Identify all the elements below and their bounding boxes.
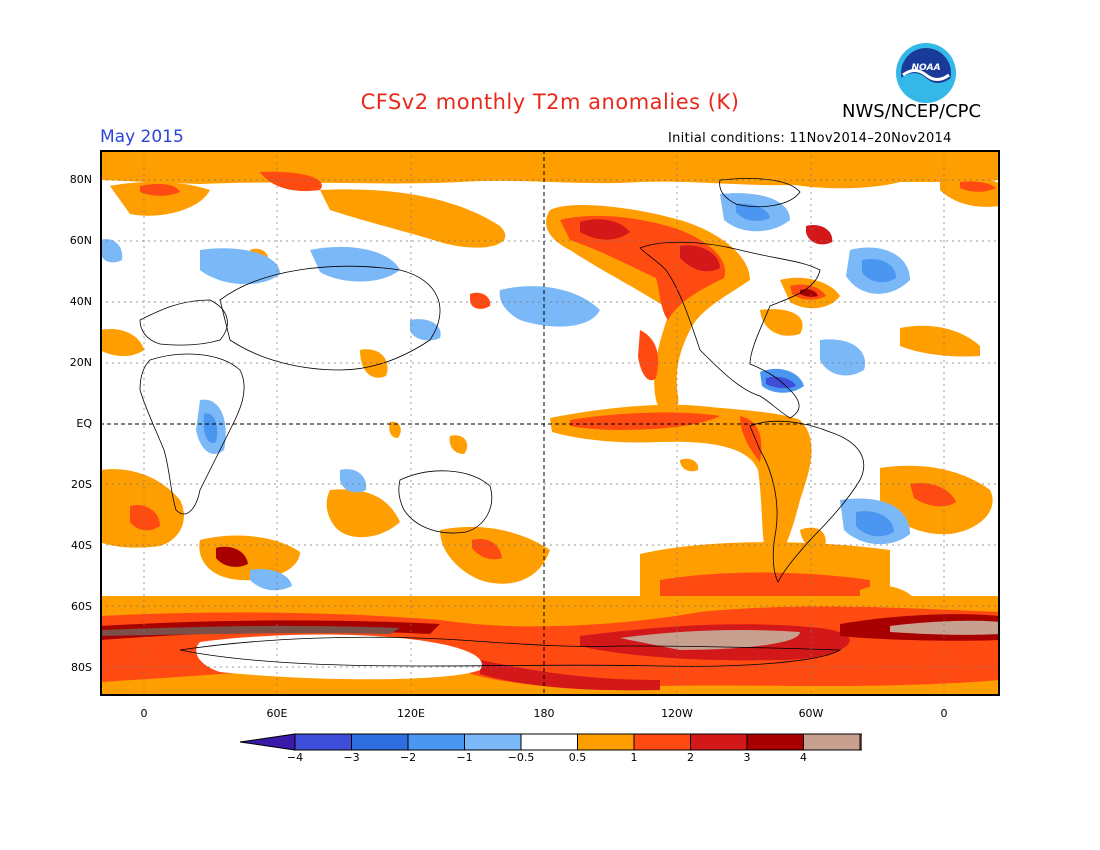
colorbar-label: −4 xyxy=(286,751,304,764)
colorbar-label: 2 xyxy=(687,751,694,764)
cold-anomaly-patches xyxy=(100,193,910,591)
map-frame xyxy=(100,150,1000,696)
africa-coast xyxy=(139,353,245,515)
arctic-anomaly xyxy=(100,150,1000,248)
southern-ocean-anomaly xyxy=(100,542,1000,696)
lon-tick: 120E xyxy=(397,707,425,720)
anomaly-map xyxy=(100,150,1000,696)
logo-text: NOAA xyxy=(911,63,940,73)
colorbar-label: 4 xyxy=(800,751,807,764)
noaa-logo: NOAA xyxy=(896,43,956,103)
colorbar-min-arrow xyxy=(239,733,296,751)
enso-warm-anomaly xyxy=(550,404,812,570)
colorbar-max-arrow xyxy=(859,733,862,751)
colorbar-box xyxy=(407,733,465,751)
other-warm-patches xyxy=(250,248,699,472)
lat-tick: 80S xyxy=(71,661,92,674)
coastlines xyxy=(139,178,865,667)
lat-tick: 60N xyxy=(69,234,92,247)
colorbar-label: −1 xyxy=(456,751,473,764)
antarctica-coast xyxy=(179,636,842,667)
asia-coast xyxy=(219,265,441,371)
lon-tick: 60E xyxy=(266,707,288,720)
lon-tick: 120W xyxy=(661,707,693,720)
lat-tick: 80N xyxy=(69,173,92,186)
colorbar-box xyxy=(577,733,635,751)
colorbar-box xyxy=(746,733,804,751)
valid-month: May 2015 xyxy=(100,127,184,147)
antarctica-interior xyxy=(196,634,482,680)
lat-tick: 40S xyxy=(71,539,92,552)
colorbar-label: 1 xyxy=(630,751,638,764)
colorbar-label: 3 xyxy=(743,751,751,764)
europe-coast xyxy=(139,299,228,346)
initial-conditions: Initial conditions: 11Nov2014–20Nov2014 xyxy=(668,131,952,146)
agency-label: NWS/NCEP/CPC xyxy=(842,101,982,122)
north-america-coast xyxy=(639,241,821,419)
lon-tick: 60W xyxy=(798,707,824,720)
australia-coast xyxy=(398,470,493,534)
southern-warm-patches xyxy=(100,465,993,596)
lon-tick: 180 xyxy=(533,707,555,720)
lat-tick: 20N xyxy=(69,356,92,369)
south-america-coast xyxy=(749,420,865,583)
colorbar-label: −0.5 xyxy=(507,751,535,764)
map-gridlines xyxy=(100,150,1000,696)
lat-tick: EQ xyxy=(76,417,92,430)
colorbar-box xyxy=(633,733,691,751)
lat-tick: 60S xyxy=(71,600,92,613)
colorbar-box xyxy=(803,733,861,751)
north-atlantic-warm-anomaly xyxy=(100,224,980,357)
colorbar-label: 0.5 xyxy=(568,751,587,764)
colorbar-box xyxy=(294,733,352,751)
lat-tick: 40N xyxy=(69,295,92,308)
colorbar-label: −3 xyxy=(343,751,360,764)
lon-tick: 0 xyxy=(140,707,148,720)
colorbar-box xyxy=(690,733,748,751)
map-title: CFSv2 monthly T2m anomalies (K) xyxy=(360,90,740,114)
colorbar-box xyxy=(520,733,578,751)
lon-tick: 0 xyxy=(940,707,948,720)
greenland-coast xyxy=(719,178,801,208)
colorbar xyxy=(239,733,862,751)
colorbar-box xyxy=(464,733,522,751)
colorbar-box xyxy=(351,733,409,751)
lat-tick: 20S xyxy=(71,478,92,491)
colorbar-label: −2 xyxy=(399,751,417,764)
